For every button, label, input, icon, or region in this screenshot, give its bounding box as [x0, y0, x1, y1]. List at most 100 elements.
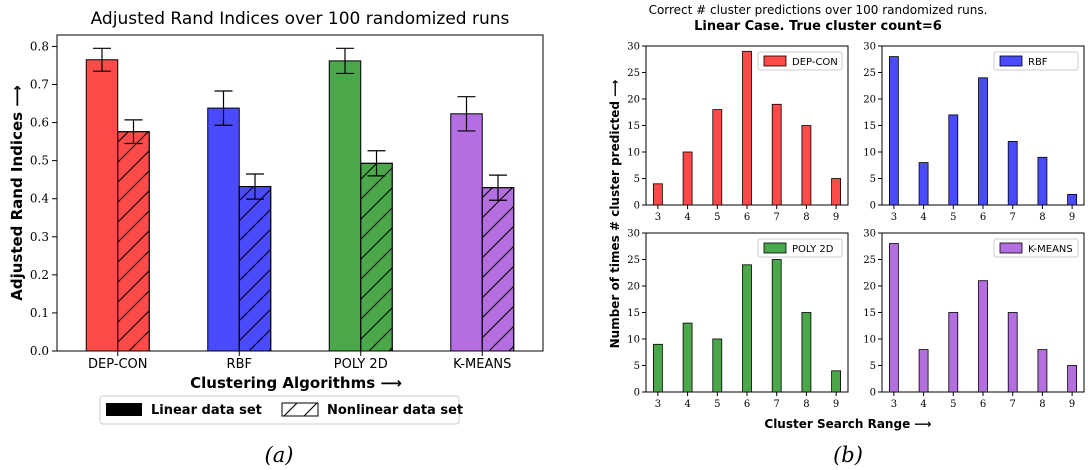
bar-hatch-overlay — [482, 188, 514, 351]
bar — [919, 350, 928, 392]
bar — [1008, 313, 1017, 393]
y-tick-label: 15 — [627, 121, 640, 132]
bar — [1038, 157, 1047, 205]
bar — [1008, 141, 1017, 205]
x-tick-label: 7 — [1010, 399, 1016, 410]
bar-linear — [208, 108, 240, 351]
x-tick-label: DEP-CON — [88, 357, 148, 372]
y-tick-label: 15 — [627, 308, 640, 319]
x-tick-label: 6 — [980, 399, 986, 410]
subplot-legend: RBF — [994, 52, 1078, 70]
y-tick-label: 25 — [863, 68, 876, 79]
x-tick-label: 3 — [891, 399, 897, 410]
y-tick-label: 10 — [627, 148, 640, 159]
y-tick-label: 25 — [863, 255, 876, 266]
y-tick-label: 0 — [870, 201, 876, 212]
x-tick-label: 4 — [920, 399, 926, 410]
x-tick-label: 8 — [1039, 399, 1045, 410]
bar — [772, 104, 781, 205]
legend-label-linear: Linear data set — [151, 403, 262, 418]
bar — [683, 323, 692, 392]
x-tick-label: 3 — [655, 212, 661, 223]
left-bars — [86, 48, 514, 351]
x-tick-label: 9 — [833, 399, 839, 410]
y-tick-label: 0.3 — [30, 230, 49, 244]
y-tick-label: 30 — [863, 42, 876, 53]
right-chart: Correct # cluster predictions over 100 r… — [608, 3, 1084, 467]
subplot-k-means: 0 5 10 15 20 25 30 3 4 5 6 7 8 9 K-MEANS — [863, 229, 1084, 411]
bar — [832, 179, 841, 206]
bar — [832, 371, 841, 392]
right-chart-title-line2: Linear Case. True cluster count=6 — [694, 19, 942, 34]
y-tick-label: 0.5 — [30, 154, 49, 168]
x-tick-label: 8 — [803, 212, 809, 223]
x-tick-label: 4 — [684, 399, 690, 410]
legend-swatch — [1000, 56, 1022, 66]
bar-hatch-overlay — [361, 163, 393, 351]
bar — [743, 51, 752, 205]
bar — [772, 260, 781, 393]
left-chart: Adjusted Rand Indices over 100 randomize… — [8, 9, 543, 467]
right-y-axis-label: Number of times # cluster predicted ⟶ — [608, 80, 622, 349]
legend-swatch — [764, 56, 786, 66]
legend-label: DEP-CON — [792, 57, 838, 68]
legend-label: K-MEANS — [1028, 244, 1073, 255]
legend-swatch-hatched — [282, 403, 318, 416]
bar — [802, 313, 811, 393]
caption-b: (b) — [833, 443, 863, 467]
y-tick-label: 5 — [634, 174, 640, 185]
bar-hatch-overlay — [118, 132, 150, 351]
caption-a: (a) — [265, 443, 294, 467]
subplot-poly-2d: 0 5 10 15 20 25 30 3 4 5 6 7 8 9 POLY 2D — [627, 229, 848, 411]
subplot-legend: DEP-CON — [758, 52, 842, 70]
x-tick-label: 9 — [833, 212, 839, 223]
y-tick-label: 20 — [627, 282, 640, 293]
y-tick-label: 0.1 — [30, 306, 49, 320]
y-tick-label: 0.2 — [30, 268, 49, 282]
y-tick-label: 10 — [627, 335, 640, 346]
y-tick-label: 30 — [863, 229, 876, 240]
y-tick-label: 5 — [634, 361, 640, 372]
y-tick-label: 25 — [627, 255, 640, 266]
y-tick-label: 10 — [863, 148, 876, 159]
x-tick-label: 3 — [891, 212, 897, 223]
x-tick-label: 9 — [1069, 212, 1075, 223]
legend-label-nonlinear: Nonlinear data set — [327, 403, 463, 418]
bar — [889, 57, 898, 205]
x-tick-label: 5 — [714, 399, 720, 410]
y-tick-label: 0.4 — [30, 192, 49, 206]
y-tick-label: 20 — [627, 95, 640, 106]
y-tick-label: 15 — [863, 308, 876, 319]
left-y-axis-label: Adjusted Rand Indices ⟶ — [8, 85, 26, 301]
left-x-axis: DEP-CON RBF POLY 2D K-MEANS — [88, 351, 511, 372]
bar — [979, 281, 988, 392]
y-tick-label: 0 — [634, 201, 640, 212]
bar — [919, 163, 928, 205]
subplot-rbf: 0510152025303 4 5 6 7 8 9RBF — [863, 42, 1084, 224]
bar — [1068, 194, 1077, 205]
y-tick-label: 0 — [870, 388, 876, 399]
bar-linear — [451, 114, 483, 351]
x-tick-label: 6 — [744, 212, 750, 223]
bar-hatch-overlay — [239, 187, 271, 351]
y-tick-label: 0 — [634, 388, 640, 399]
x-tick-label: 7 — [1010, 212, 1016, 223]
x-tick-label: 3 — [655, 399, 661, 410]
x-tick-label: 7 — [774, 399, 780, 410]
y-tick-label: 20 — [863, 95, 876, 106]
x-tick-label: 5 — [950, 399, 956, 410]
bar — [949, 313, 958, 393]
x-tick-label: 6 — [744, 399, 750, 410]
x-tick-label: 8 — [803, 399, 809, 410]
y-tick-label: 0.7 — [30, 77, 49, 91]
y-tick-label: 5 — [870, 361, 876, 372]
x-tick-label: 7 — [774, 212, 780, 223]
bar — [1068, 366, 1077, 393]
x-tick-label: 4 — [684, 212, 690, 223]
bar — [889, 244, 898, 392]
legend-label: POLY 2D — [792, 244, 834, 255]
bar — [713, 110, 722, 205]
left-y-axis: 0.00.10.20.30.40.50.60.70.8 — [30, 39, 57, 358]
y-tick-label: 25 — [627, 68, 640, 79]
